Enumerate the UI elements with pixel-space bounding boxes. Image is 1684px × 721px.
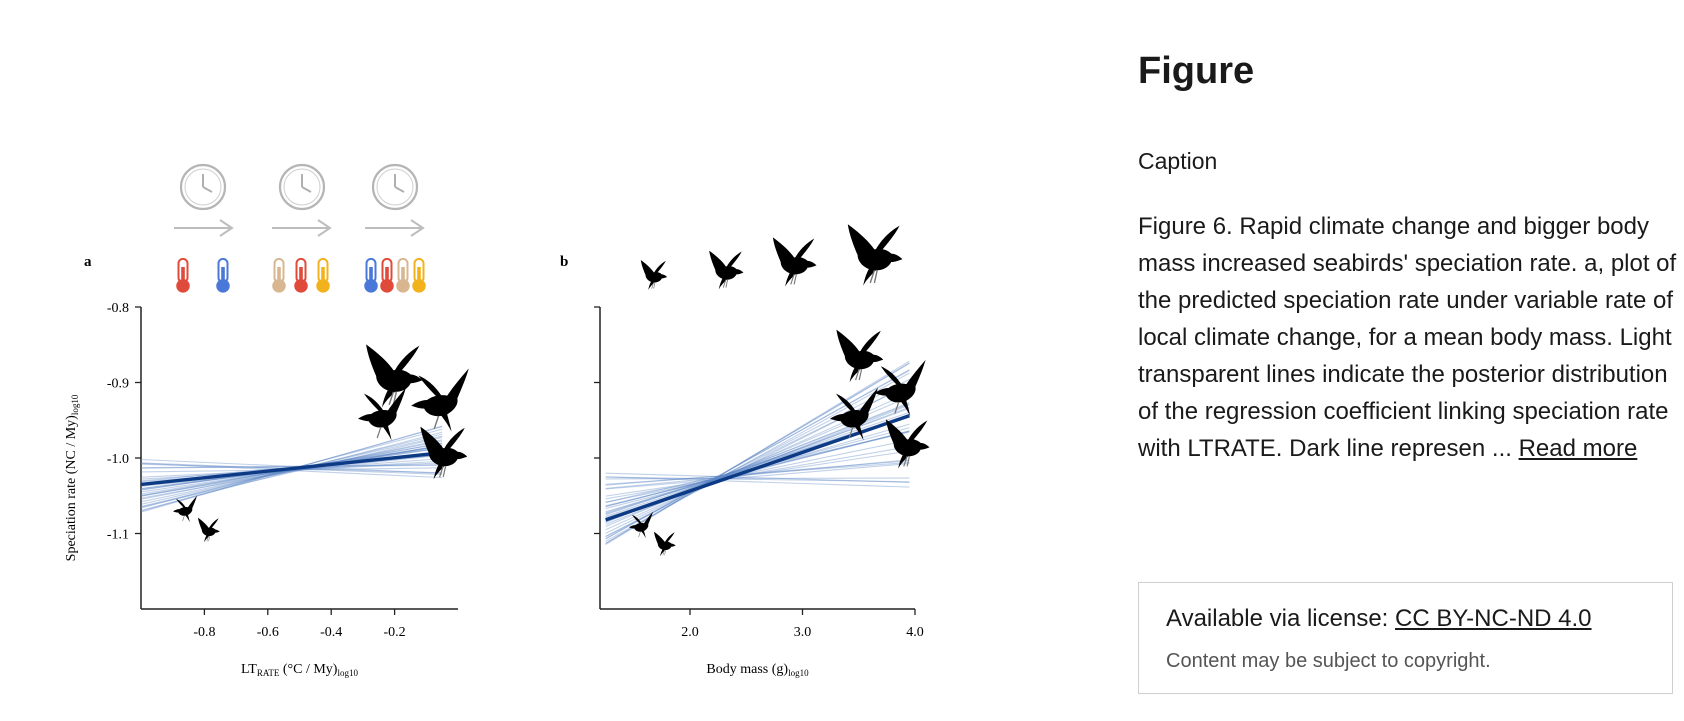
posterior-line	[140, 462, 443, 479]
arrow-right-icon	[271, 219, 331, 237]
bird-icon	[640, 259, 668, 291]
license-prefix: Available via license:	[1166, 605, 1396, 632]
bird-icon	[365, 343, 423, 409]
thermometer-icon	[271, 258, 287, 294]
posterior-line	[605, 476, 910, 483]
posterior-line	[605, 384, 910, 534]
chart-panel-a: a -0.8 -0.9 -1.0 -1.1 -0.8 -0.6 -0.4 -0.2 LTRATE …	[64, 254, 458, 678]
license-line: Available via license: CC BY-NC-ND 4.0	[1166, 605, 1592, 633]
license-link[interactable]: CC BY-NC-ND 4.0	[1395, 605, 1592, 632]
mean-regression-line	[605, 414, 910, 522]
posterior-line	[605, 362, 910, 544]
bird-icon	[772, 236, 818, 288]
posterior-line	[140, 444, 443, 499]
x-tick-label: -0.8	[193, 625, 215, 640]
x-axis-label-unit: (°C / My)	[279, 662, 337, 677]
arrow-right-icon	[173, 219, 233, 237]
chart-panel-b: b 2.0 3.0 4.0 Body mass (g)log10	[560, 254, 924, 678]
posterior-line	[605, 378, 910, 537]
y-tick-label: -1.1	[107, 528, 129, 543]
posterior-line	[140, 464, 443, 469]
x-tick-label: 2.0	[681, 625, 699, 640]
x-tick-label: -0.6	[257, 625, 279, 640]
bird-icon	[410, 367, 470, 433]
bird-icon	[357, 387, 407, 441]
x-tick-label: 4.0	[906, 625, 924, 640]
posterior-line	[605, 477, 910, 480]
posterior-line	[605, 360, 910, 546]
posterior-line	[140, 445, 443, 497]
bird-icon	[708, 250, 744, 290]
x-axis-label-log: log10	[337, 668, 358, 678]
caption-body: Figure 6. Rapid climate change and bigge…	[1138, 213, 1677, 462]
x-tick-label: -0.4	[320, 625, 342, 640]
x-axis-label: LTRATE (°C / My)log10	[241, 662, 358, 678]
arrow-right-icon	[364, 219, 424, 237]
posterior-line	[605, 383, 910, 538]
posterior-line	[605, 463, 910, 490]
clock-icon	[179, 163, 227, 211]
thermometer-icon	[175, 258, 191, 294]
thermometer-icon	[293, 258, 309, 294]
y-tick-label: -1.0	[107, 452, 129, 467]
x-axis-label: Body mass (g)log10	[706, 662, 809, 678]
panel-label: a	[84, 254, 92, 270]
y-tick-label: -0.8	[107, 301, 129, 316]
x-axis-label-main: Body mass (g)	[706, 662, 788, 677]
posterior-line	[605, 476, 910, 488]
posterior-line	[605, 450, 910, 497]
y-axis-label: Speciation rate (NC / My)log10	[64, 394, 80, 561]
mean-regression-line	[140, 451, 443, 487]
thermometer-icons	[175, 258, 427, 294]
posterior-line	[605, 459, 910, 489]
caption-label: Caption	[1138, 148, 1218, 174]
thermometer-icon	[215, 258, 231, 294]
posterior-line	[605, 369, 910, 539]
read-more-link[interactable]: Read more	[1518, 435, 1638, 462]
posterior-line	[605, 369, 910, 540]
y-axis-label-log: log10	[70, 394, 80, 415]
x-axis-label-main: LT	[241, 662, 257, 677]
page-title: Figure	[1138, 50, 1255, 92]
posterior-line	[140, 439, 443, 503]
clock-icon	[371, 163, 419, 211]
posterior-line	[140, 464, 443, 469]
posterior-line	[605, 446, 910, 500]
posterior-line	[605, 472, 910, 483]
thermometer-icon	[379, 258, 395, 294]
clock-icon	[278, 163, 326, 211]
y-tick-label: -0.9	[107, 377, 129, 392]
posterior-line	[140, 458, 443, 474]
posterior-line	[140, 431, 443, 511]
panel-label: b	[560, 254, 568, 270]
posterior-line	[605, 372, 910, 542]
license-box: Available via license: CC BY-NC-ND 4.0 C…	[1138, 582, 1673, 694]
posterior-line	[140, 436, 443, 508]
x-axis-label-log: log10	[788, 668, 809, 678]
thermometer-icon	[315, 258, 331, 294]
posterior-line	[605, 461, 910, 485]
posterior-line	[605, 460, 910, 486]
bird-icon	[847, 223, 904, 287]
thermometer-icon	[411, 258, 427, 294]
bird-icon	[835, 328, 884, 384]
y-axis-label-main: Speciation rate (NC / My)	[64, 415, 79, 562]
posterior-line	[140, 433, 443, 508]
posterior-line	[140, 454, 443, 487]
figure-image: a -0.8 -0.9 -1.0 -1.1 -0.8 -0.6 -0.4 -0.2 LTRATE …	[64, 163, 931, 678]
x-tick-label: -0.2	[384, 625, 406, 640]
posterior-line	[605, 439, 910, 503]
x-tick-label: 3.0	[794, 625, 812, 640]
thermometer-icon	[395, 258, 411, 294]
bird-icon	[197, 517, 221, 543]
posterior-line	[605, 362, 910, 544]
posterior-line	[605, 430, 910, 510]
bird-icon	[653, 531, 677, 557]
thermometer-icon	[363, 258, 379, 294]
caption-text: Figure 6. Rapid climate change and bigge…	[1138, 208, 1678, 467]
license-note: Content may be subject to copyright.	[1166, 650, 1491, 672]
x-axis-label-sub: RATE	[257, 668, 280, 678]
